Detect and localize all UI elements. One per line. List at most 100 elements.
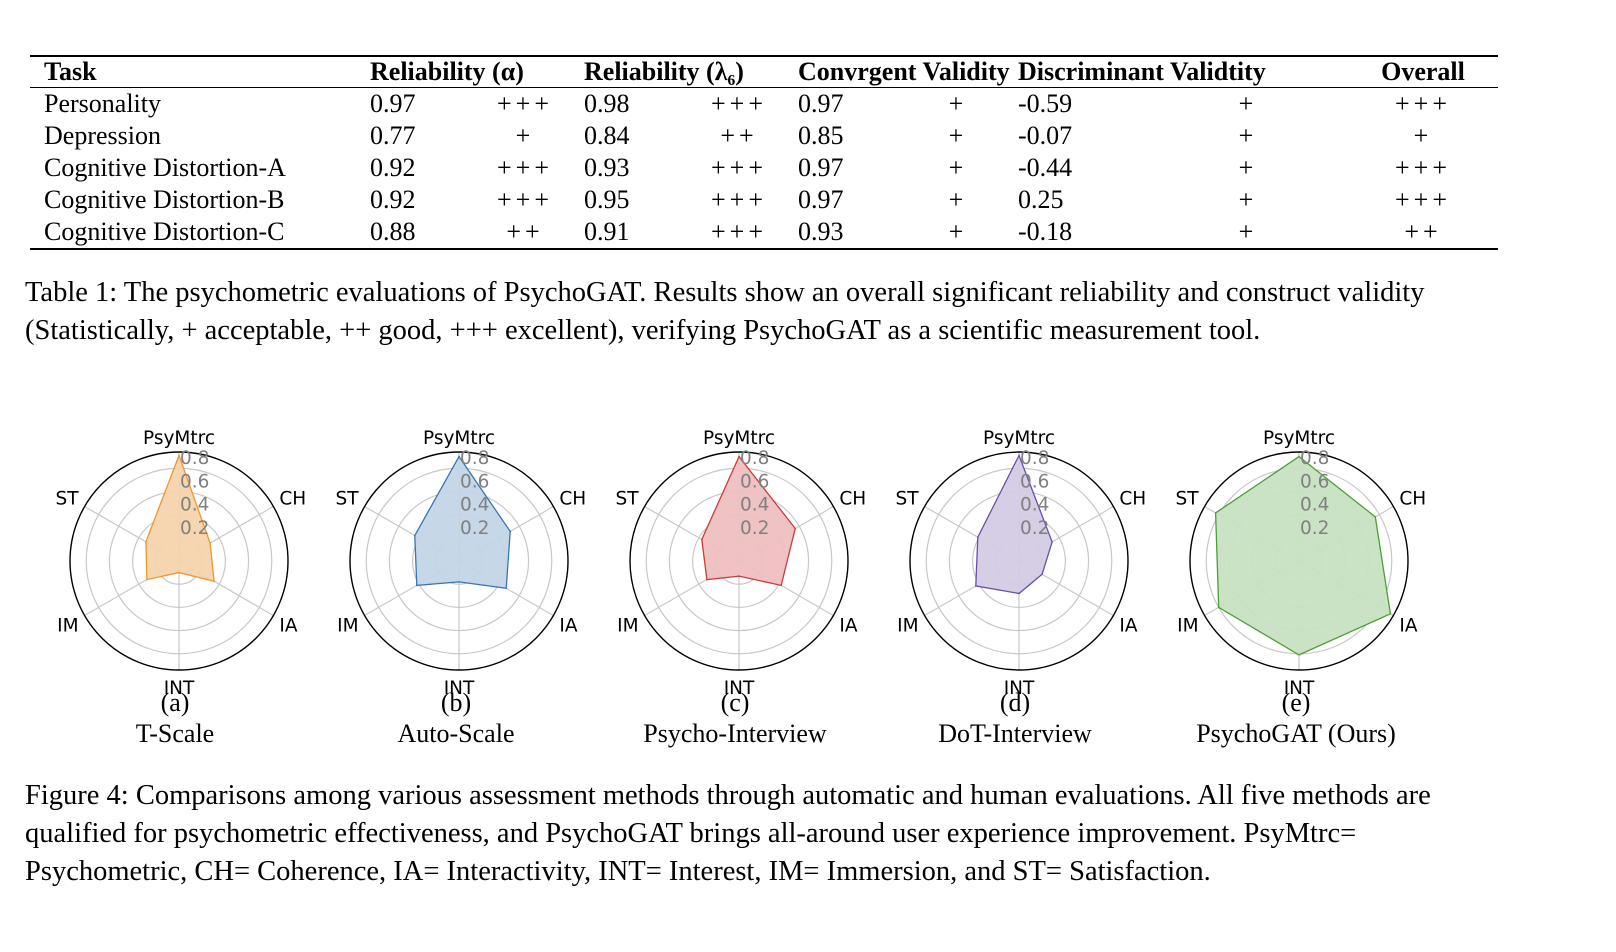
r-tick-label: 0.8 [1020,448,1049,469]
alpha-value: 0.77 [370,121,416,150]
r-tick-label: 0.2 [1300,518,1329,539]
subfigure-index: (e) [1281,688,1311,717]
overall-rating: ++ [1404,217,1442,246]
convergent-value: 0.97 [798,89,844,118]
data-point-psymtrc [738,455,740,458]
task-cell: Cognitive Distortion-B [44,185,285,214]
data-point-im [1217,606,1220,609]
data-point-st [701,538,703,541]
psychometric-table: Task Reliability (α) Reliability (λ₆) Co… [30,55,1498,250]
subfigure-title: DoT-Interview [938,719,1092,748]
r-tick-label: 0.6 [180,471,209,492]
axis-label-ch: CH [839,489,866,510]
alpha-value: 0.92 [370,185,416,214]
r-tick-label: 0.8 [460,448,489,469]
table-row: Depression 0.77 +0.84 ++ 0.85 + -0.07 + + [30,120,1498,152]
subfigure-title: Psycho-Interview [643,719,827,748]
table-row: Personality 0.97 +++ 0.98 +++ 0.97 + -0.59 + +++ [30,88,1498,121]
alpha-rating: +++ [497,153,553,182]
convergent-value: 0.93 [798,217,844,246]
discriminant-rating: + [1238,121,1258,150]
outer-frame [1189,451,1409,671]
axis-label-im: IM [617,616,638,637]
outer-frame [629,451,849,671]
alpha-value: 0.88 [370,217,416,246]
axis-label-st: ST [1176,489,1200,510]
task-cell: Personality [44,89,161,118]
subfigure-label: (c) Psycho-Interview [595,687,875,749]
data-point-psymtrc [178,454,180,457]
discriminant-rating: + [1238,217,1258,246]
data-point-im [146,578,148,581]
axis-label-st: ST [336,489,360,510]
r-tick-label: 0.2 [460,518,489,539]
data-point-ch [1051,541,1053,543]
r-tick-label: 0.2 [1020,518,1049,539]
axis-label-int: INT [444,678,475,699]
r-tick-label: 0.6 [1020,471,1049,492]
r-tick-label: 0.4 [740,495,769,516]
header-discriminant-validity: Discriminant Validtity [1018,57,1266,86]
lambda-rating: +++ [711,185,767,214]
axis-label-ch: CH [559,489,586,510]
table-header-row: Task Reliability (α) Reliability (λ₆) Co… [30,56,1498,88]
subfigure-label: (e) PsychoGAT (Ours) [1156,687,1436,749]
lambda-value: 0.91 [584,217,630,246]
data-point-psymtrc [1298,455,1300,458]
discriminant-rating: + [1238,89,1258,118]
axis-label-ia: IA [1399,616,1417,637]
task-cell: Cognitive Distortion-C [44,217,285,246]
r-tick-label: 0.8 [1300,448,1329,469]
axis-label-psymtrc: PsyMtrc [703,428,775,449]
lambda-value: 0.93 [584,153,630,182]
lambda-value: 0.98 [584,89,630,118]
alpha-rating: ++ [506,217,544,246]
data-point-psymtrc [458,455,460,458]
axis-label-im: IM [1177,616,1198,637]
axis-label-ia: IA [839,616,857,637]
axis-label-int: INT [1004,678,1035,699]
data-point-int [1298,654,1300,656]
data-point-ch [794,527,797,530]
axis-label-ch: CH [279,489,306,510]
subfigure-title: T-Scale [135,719,215,748]
axis-label-psymtrc: PsyMtrc [423,428,495,449]
alpha-rating: +++ [497,89,553,118]
axis-label-int: INT [164,678,195,699]
subfigure-index: (d) [999,688,1031,717]
data-point-ia [1389,612,1392,615]
axis-label-st: ST [896,489,920,510]
table-row: Cognitive Distortion-C 0.88 ++ 0.91 +++ 0.93 +… [30,216,1498,249]
alpha-rating: + [515,121,535,150]
axis-label-psymtrc: PsyMtrc [983,428,1055,449]
data-point-ia [505,587,507,590]
axis-label-st: ST [56,489,80,510]
convergent-rating: + [948,153,968,182]
data-point-st [414,534,416,537]
header-task: Task [44,57,97,86]
data-point-int [178,571,180,574]
table-row: Cognitive Distortion-A 0.92 +++ 0.93 +++ 0.97… [30,152,1498,184]
axis-label-im: IM [897,616,918,637]
header-overall: Overall [1381,57,1465,86]
discriminant-value: -0.59 [1018,89,1073,118]
overall-rating: +++ [1395,89,1451,118]
data-point-int [458,581,460,583]
discriminant-value: -0.07 [1018,121,1073,150]
radar-chart-c: 0.2 0.4 0.6 0.8 PsyMtrc CH IA INT IM ST [610,405,870,699]
table-row: Cognitive Distortion-B 0.92 +++ 0.95 +++ 0.97… [30,184,1498,216]
data-point-im [706,578,708,581]
convergent-value: 0.97 [798,153,844,182]
lambda-value: 0.95 [584,185,630,214]
task-cell: Cognitive Distortion-A [44,153,286,182]
lambda-rating: +++ [711,89,767,118]
outer-frame [909,451,1129,671]
r-tick-label: 0.2 [180,518,209,539]
convergent-rating: + [948,185,968,214]
axis-label-ch: CH [1399,489,1426,510]
discriminant-value: 0.25 [1018,185,1064,214]
r-tick-label: 0.8 [740,448,769,469]
subfigure-title: Auto-Scale [397,719,515,748]
axis-label-ia: IA [559,616,577,637]
data-point-im [416,584,418,587]
